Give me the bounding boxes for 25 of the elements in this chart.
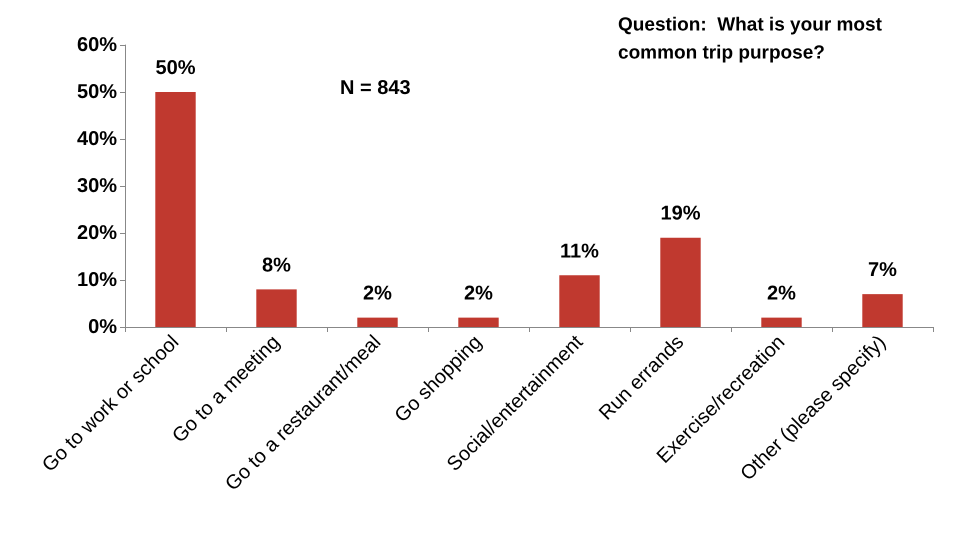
data-label: 2% xyxy=(363,282,392,305)
bar xyxy=(862,294,903,327)
chart-title: Question: What is your most common trip purpose? xyxy=(618,14,888,64)
annotation: N = 843 xyxy=(340,77,411,99)
data-label: 11% xyxy=(560,240,600,262)
bar xyxy=(155,92,196,327)
data-label: 7% xyxy=(868,259,898,282)
bar xyxy=(761,318,802,327)
data-label: 50% xyxy=(155,57,196,79)
y-tick-label: 20% xyxy=(76,222,118,244)
data-label: 8% xyxy=(262,254,292,276)
y-tick-label: 30% xyxy=(76,175,118,197)
y-tick-label: 60% xyxy=(76,34,118,56)
bar xyxy=(458,318,499,327)
data-label: 2% xyxy=(767,282,796,305)
bar xyxy=(660,238,701,327)
bar xyxy=(256,289,297,327)
bar xyxy=(357,318,398,327)
y-tick-label: 50% xyxy=(76,81,118,103)
data-label: 2% xyxy=(464,282,494,305)
bar xyxy=(559,275,600,327)
y-tick-label: 0% xyxy=(88,316,118,338)
y-tick-label: 40% xyxy=(76,128,118,150)
y-tick-label: 10% xyxy=(76,269,118,291)
data-label: 19% xyxy=(660,202,701,225)
